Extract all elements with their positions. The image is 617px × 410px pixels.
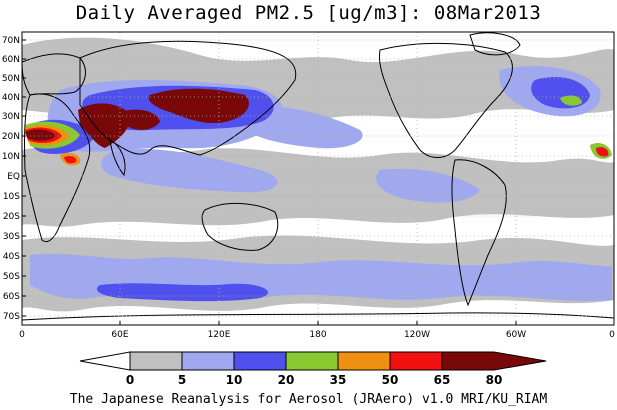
lat-label: 40N xyxy=(2,93,20,103)
lon-label: 180 xyxy=(309,330,326,340)
colorbar-label: 10 xyxy=(226,373,243,387)
lat-label: 30S xyxy=(3,232,20,242)
lon-label: 0 xyxy=(19,330,25,340)
colorbar-segment-7 xyxy=(441,351,547,371)
coastlines xyxy=(22,32,614,321)
colorbar-label: 50 xyxy=(382,373,399,387)
lightblue-pacific xyxy=(240,106,363,149)
coastline-north-america xyxy=(379,42,513,158)
colorbar-segment-5 xyxy=(337,351,391,371)
colorbar-label: 35 xyxy=(330,373,347,387)
lat-label: 20N xyxy=(2,132,20,142)
coastline-antarctica xyxy=(22,312,614,321)
lon-label: 0 xyxy=(609,330,615,340)
lightblue-tropics xyxy=(101,149,278,193)
colorbar-segment-1 xyxy=(129,351,183,371)
colorbar-labels: 0 5 10 20 35 50 65 80 xyxy=(126,373,503,387)
colorbar-label: 80 xyxy=(486,373,503,387)
darkred-china xyxy=(148,88,249,124)
map-title: Daily Averaged PM2.5 [ug/m3]: 08Mar2013 xyxy=(75,2,542,24)
colorbar-label: 5 xyxy=(178,373,186,387)
colorbar-label: 65 xyxy=(434,373,451,387)
latitude-labels: 70N 60N 50N 40N 30N 20N 10N EQ 10S 20S 3… xyxy=(2,36,20,322)
green-atlantic xyxy=(560,95,582,106)
darkred-arabia-india xyxy=(78,103,130,148)
colorbar xyxy=(79,351,547,371)
colorbar-segment-3 xyxy=(233,351,287,371)
lat-label: 40S xyxy=(3,252,20,262)
lat-label: 30N xyxy=(2,112,20,122)
lat-label: EQ xyxy=(7,172,20,182)
coastline-india xyxy=(109,139,126,177)
darkred-south-asia xyxy=(120,109,160,130)
coastline-africa xyxy=(24,93,91,243)
colorbar-label: 0 xyxy=(126,373,134,387)
coastline-greenland xyxy=(469,32,521,56)
colorbar-segment-0 xyxy=(79,351,131,371)
colorbar-segment-4 xyxy=(285,351,339,371)
gridlines xyxy=(22,32,614,325)
lon-label: 120E xyxy=(208,330,231,340)
lat-label: 70N xyxy=(2,36,20,46)
lat-label: 50N xyxy=(2,74,20,84)
lat-label: 60N xyxy=(2,55,20,65)
lat-label: 20S xyxy=(3,212,20,222)
lon-label: 60E xyxy=(111,330,128,340)
blue-southern xyxy=(96,283,269,302)
colorbar-segment-2 xyxy=(181,351,235,371)
lat-label: 10N xyxy=(2,152,20,162)
lon-label: 60W xyxy=(506,330,526,340)
coastline-australia xyxy=(201,202,279,251)
lon-label: 120W xyxy=(404,330,430,340)
red-india xyxy=(64,155,77,164)
coastline-europe xyxy=(22,53,86,96)
tick-marks xyxy=(22,39,517,325)
pm25-contour-field xyxy=(22,37,614,312)
lat-label: 10S xyxy=(3,192,20,202)
red-caribbean xyxy=(596,147,609,157)
longitude-labels: 0 60E 120E 180 120W 60W 0 xyxy=(19,330,615,340)
darkred-sahara xyxy=(25,129,56,141)
lat-label: 60S xyxy=(3,292,20,302)
lat-label: 50S xyxy=(3,272,20,282)
credit-line: The Japanese Reanalysis for Aerosol (JRA… xyxy=(69,392,548,407)
colorbar-segment-6 xyxy=(389,351,443,371)
coastline-south-america xyxy=(451,159,507,307)
lat-label: 70S xyxy=(3,312,20,322)
lightblue-equator xyxy=(376,168,480,203)
colorbar-label: 20 xyxy=(278,373,295,387)
